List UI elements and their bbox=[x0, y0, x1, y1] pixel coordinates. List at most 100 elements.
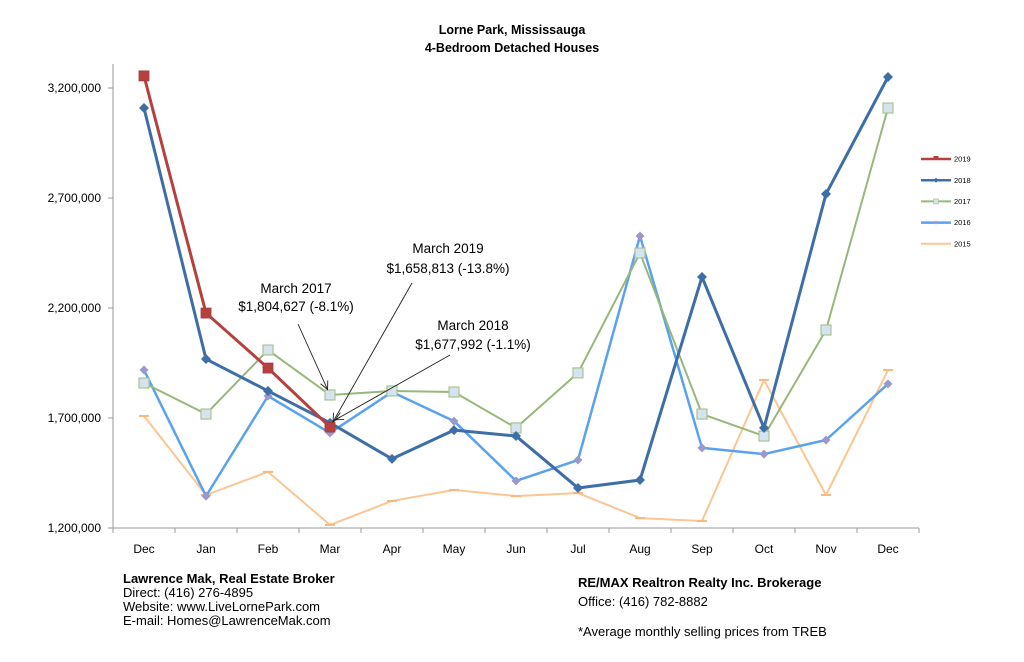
data-point-2018 bbox=[697, 271, 707, 282]
legend-marker bbox=[934, 220, 938, 225]
annotation-march-2017-line2: $1,804,627 (-8.1%) bbox=[238, 299, 354, 314]
broker-email: E-mail: Homes@LawrenceMak.com bbox=[123, 613, 331, 628]
data-point-2016 bbox=[821, 435, 831, 445]
series-line-2015 bbox=[143, 369, 889, 526]
annotation-march-2017: March 2017 $1,804,627 (-8.1%) bbox=[238, 281, 354, 314]
legend-marker bbox=[933, 156, 939, 160]
x-tick-label: Jun bbox=[506, 542, 525, 556]
y-tick-label: 2,200,000 bbox=[48, 301, 102, 315]
data-point-2016 bbox=[697, 443, 707, 453]
x-tick-label: Dec bbox=[133, 542, 154, 556]
broker-website: Website: www.LiveLornePark.com bbox=[123, 599, 321, 614]
y-tick-label: 1,700,000 bbox=[48, 411, 102, 425]
data-point-2017 bbox=[200, 408, 212, 420]
data-point-2019 bbox=[262, 362, 274, 374]
source-note: *Average monthly selling prices from TRE… bbox=[578, 624, 827, 639]
y-tick-label: 3,200,000 bbox=[48, 81, 102, 95]
data-point-2017 bbox=[634, 247, 646, 259]
data-point-2016 bbox=[449, 416, 459, 426]
annotation-arrows bbox=[297, 282, 451, 423]
x-tick-label: Mar bbox=[320, 542, 341, 556]
data-point-2017 bbox=[324, 389, 336, 401]
brokerage-name: RE/MAX Realtron Realty Inc. Brokerage bbox=[578, 575, 822, 590]
legend: 2019 2018 2017 2016 2015 bbox=[921, 155, 971, 248]
data-point-2018 bbox=[201, 354, 211, 365]
annotation-march-2019-line1: March 2019 bbox=[412, 241, 483, 256]
x-tick-label: Feb bbox=[258, 542, 279, 556]
legend-marker bbox=[933, 177, 939, 183]
x-tick-label: Apr bbox=[383, 542, 402, 556]
series-line-2016 bbox=[142, 234, 889, 498]
broker-contact: Lawrence Mak, Real Estate Broker Direct:… bbox=[123, 572, 335, 628]
chart-subtitle: 4-Bedroom Detached Houses bbox=[425, 41, 599, 55]
legend-label: 2017 bbox=[954, 197, 971, 206]
data-point-2016 bbox=[635, 231, 645, 241]
broker-phone: Direct: (416) 276-4895 bbox=[123, 585, 254, 600]
legend-item-2017: 2017 bbox=[921, 197, 971, 206]
data-point-2019 bbox=[200, 307, 212, 319]
data-point-2018 bbox=[139, 103, 149, 114]
data-point-2016 bbox=[883, 379, 893, 389]
series-line-2019 bbox=[142, 75, 332, 429]
data-point-2019 bbox=[138, 70, 150, 82]
arrow-line bbox=[335, 354, 451, 421]
series-2017 bbox=[138, 102, 894, 442]
y-tick-label: 1,200,000 bbox=[48, 521, 102, 535]
arrow-line bbox=[332, 282, 413, 423]
annotation-march-2018-line1: March 2018 bbox=[437, 318, 508, 333]
legend-label: 2019 bbox=[954, 155, 971, 164]
data-point-2017 bbox=[882, 102, 894, 114]
arrow-head bbox=[320, 380, 329, 391]
x-tick-label: Jan bbox=[196, 542, 215, 556]
legend-item-2016: 2016 bbox=[921, 218, 971, 227]
data-point-2018 bbox=[449, 425, 459, 436]
series-2019 bbox=[138, 70, 336, 433]
x-tick-label: Dec bbox=[877, 542, 898, 556]
broker-name: Lawrence Mak, Real Estate Broker bbox=[123, 571, 335, 586]
axes: 1,200,000 1,700,000 2,200,000 2,700,000 3,20… bbox=[48, 64, 920, 556]
data-point-2017 bbox=[262, 344, 274, 356]
legend-marker bbox=[933, 198, 939, 205]
x-tick-label: Jul bbox=[570, 542, 585, 556]
data-point-2018 bbox=[821, 189, 831, 200]
legend-label: 2018 bbox=[954, 176, 971, 185]
y-tick-label: 2,700,000 bbox=[48, 191, 102, 205]
data-point-2016 bbox=[759, 449, 769, 459]
arrow-line bbox=[297, 323, 328, 390]
chart-title: Lorne Park, Mississauga bbox=[439, 23, 587, 37]
x-tick-label: Nov bbox=[815, 542, 836, 556]
data-point-2019 bbox=[324, 421, 336, 433]
data-point-2017 bbox=[696, 408, 708, 420]
data-point-2016 bbox=[573, 455, 583, 465]
data-point-2017 bbox=[138, 377, 150, 389]
data-point-2016 bbox=[139, 365, 149, 375]
legend-label: 2015 bbox=[954, 239, 971, 248]
annotation-march-2018-line2: $1,677,992 (-1.1%) bbox=[415, 337, 531, 352]
data-point-2018 bbox=[635, 475, 645, 486]
annotation-march-2017-line1: March 2017 bbox=[260, 281, 331, 296]
arrow-head bbox=[334, 412, 345, 421]
data-point-2017 bbox=[448, 386, 460, 398]
data-point-2018 bbox=[573, 482, 583, 493]
brokerage-info: RE/MAX Realtron Realty Inc. Brokerage Of… bbox=[578, 576, 827, 639]
annotation-march-2018: March 2018 $1,677,992 (-1.1%) bbox=[415, 318, 531, 352]
x-tick-label: Sep bbox=[691, 542, 713, 556]
annotation-march-2019-line2: $1,658,813 (-13.8%) bbox=[386, 261, 509, 276]
data-point-2018 bbox=[263, 385, 273, 396]
data-point-2017 bbox=[820, 324, 832, 336]
data-point-2016 bbox=[511, 476, 521, 486]
data-point-2016 bbox=[201, 491, 211, 501]
data-point-2018 bbox=[511, 431, 521, 442]
legend-item-2018: 2018 bbox=[921, 176, 971, 185]
x-tick-label: Oct bbox=[755, 542, 774, 556]
data-point-2018 bbox=[387, 453, 397, 464]
data-point-2018 bbox=[759, 422, 769, 433]
x-tick-label: May bbox=[443, 542, 466, 556]
legend-item-2019: 2019 bbox=[921, 155, 971, 164]
series-2015 bbox=[139, 369, 893, 526]
series-lines bbox=[138, 70, 894, 526]
annotation-march-2019: March 2019 $1,658,813 (-13.8%) bbox=[386, 241, 509, 276]
legend-item-2015: 2015 bbox=[921, 239, 971, 248]
x-tick-label: Aug bbox=[629, 542, 650, 556]
